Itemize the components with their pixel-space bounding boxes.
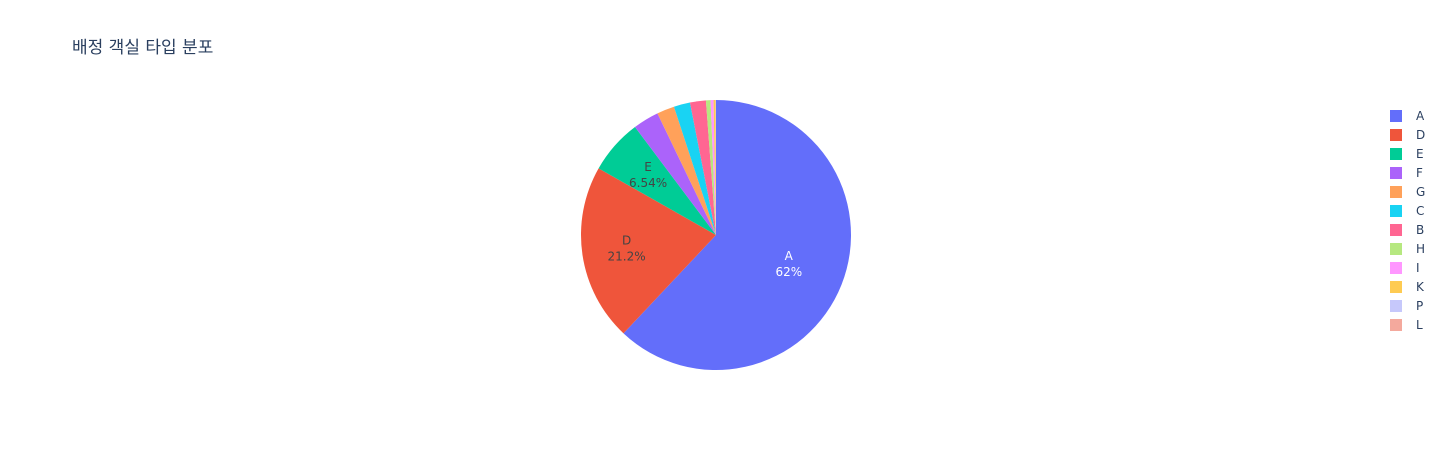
legend-swatch [1390, 223, 1402, 236]
legend-label: L [1416, 317, 1423, 332]
legend-item-k[interactable]: K [1390, 277, 1425, 296]
pie-slice-a[interactable] [623, 100, 851, 371]
pie-slice-g[interactable] [657, 106, 716, 235]
legend-swatch [1390, 109, 1402, 122]
legend-label: P [1416, 298, 1424, 313]
pie-slice-e[interactable] [598, 127, 716, 235]
legend-item-h[interactable]: H [1390, 239, 1425, 258]
slice-percent-e: 6.54% [629, 176, 667, 190]
legend-label: E [1416, 146, 1424, 161]
legend-item-e[interactable]: E [1390, 144, 1425, 163]
legend-item-i[interactable]: I [1390, 258, 1425, 277]
legend-item-c[interactable]: C [1390, 201, 1425, 220]
legend-label: H [1416, 241, 1426, 256]
legend-item-b[interactable]: B [1390, 220, 1425, 239]
legend-label: B [1416, 222, 1425, 237]
legend-swatch [1390, 318, 1402, 331]
legend-item-a[interactable]: A [1390, 106, 1425, 125]
legend-swatch [1390, 261, 1402, 274]
chart-title: 배정 객실 타입 분포 [72, 38, 214, 58]
legend-label: D [1416, 127, 1426, 142]
pie-slice-d[interactable] [581, 168, 716, 334]
legend-swatch [1390, 299, 1402, 312]
slice-label-a: A [785, 249, 794, 263]
legend-label: A [1416, 108, 1425, 123]
legend-item-p[interactable]: P [1390, 296, 1425, 315]
legend-item-g[interactable]: G [1390, 182, 1425, 201]
legend-label: F [1416, 165, 1423, 180]
legend-swatch [1390, 166, 1402, 179]
pie-slice-h[interactable] [705, 100, 716, 235]
legend-swatch [1390, 147, 1402, 160]
pie-slice-b[interactable] [689, 100, 716, 235]
legend-swatch [1390, 185, 1402, 198]
legend-item-d[interactable]: D [1390, 125, 1425, 144]
legend-item-l[interactable]: L [1390, 315, 1425, 334]
legend-swatch [1390, 128, 1402, 141]
pie-slice-i[interactable] [710, 100, 716, 235]
legend-swatch [1390, 242, 1402, 255]
legend-swatch [1390, 280, 1402, 293]
slice-percent-d: 21.2% [608, 250, 646, 264]
slice-label-e: E [644, 160, 652, 174]
legend-label: C [1416, 203, 1425, 218]
legend-label: G [1416, 184, 1426, 199]
legend-item-f[interactable]: F [1390, 163, 1425, 182]
slice-percent-a: 62% [775, 265, 802, 279]
pie-slice-c[interactable] [673, 102, 716, 235]
pie-slice-f[interactable] [634, 113, 716, 235]
legend-label: I [1416, 260, 1420, 275]
slice-label-d: D [622, 234, 631, 248]
legend-label: K [1416, 279, 1424, 294]
legend-swatch [1390, 204, 1402, 217]
pie-slice-k[interactable] [713, 100, 716, 235]
